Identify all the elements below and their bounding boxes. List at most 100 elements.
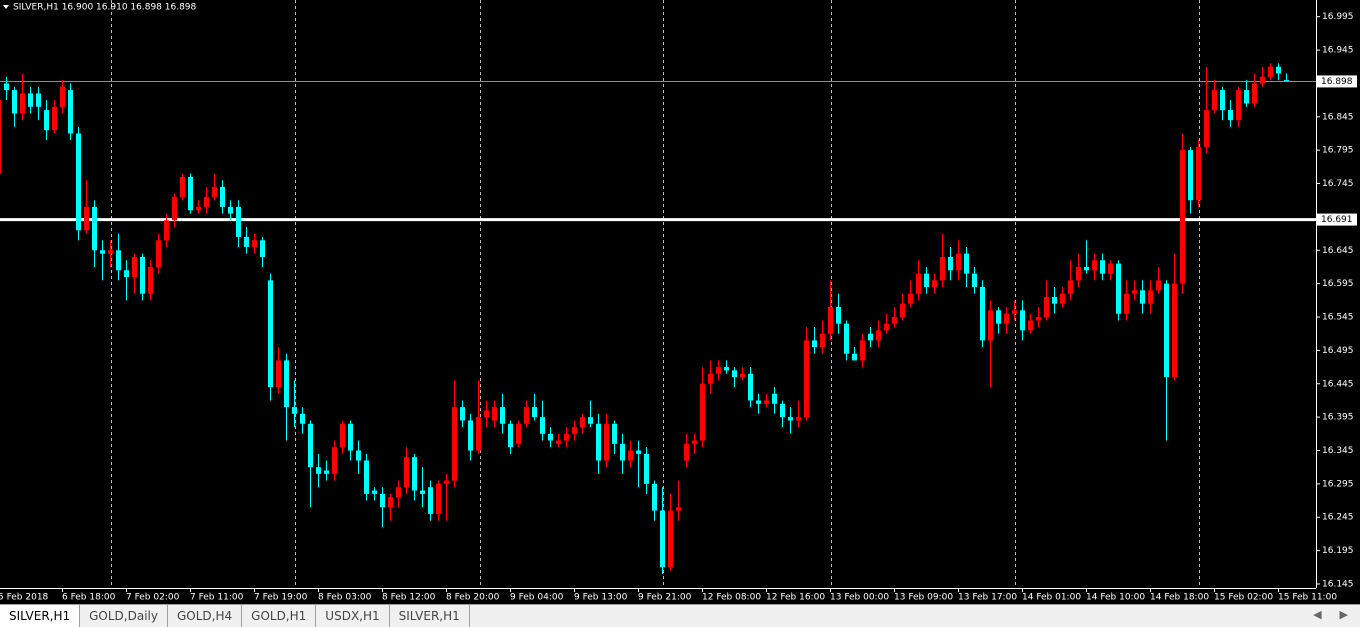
period-separators <box>111 0 1200 588</box>
plot <box>0 63 1316 574</box>
x-tick-label: 13 Feb 09:00 <box>894 593 953 603</box>
candle-body <box>60 86 65 107</box>
candle-body <box>1076 266 1081 281</box>
chart-background <box>0 0 1360 604</box>
candle-body <box>244 236 249 247</box>
candle-body <box>236 206 241 237</box>
chart-tab[interactable]: GOLD,H1 <box>242 605 317 627</box>
candle-body <box>932 280 937 287</box>
candle-body <box>844 323 849 354</box>
candle-body <box>724 367 729 371</box>
candle-body <box>1036 317 1041 321</box>
candle-body <box>828 307 833 334</box>
candle-body <box>0 100 1 174</box>
candle-body <box>756 400 761 404</box>
candle-body <box>20 93 25 114</box>
menu-triangle[interactable] <box>3 5 9 9</box>
candle-body <box>364 460 369 494</box>
candle-body <box>1116 263 1121 314</box>
candle-body <box>140 256 145 294</box>
candle-body <box>1108 263 1113 274</box>
candle-body <box>676 507 681 511</box>
x-tick-label: 14 Feb 10:00 <box>1086 593 1145 603</box>
candle-body <box>964 253 969 274</box>
candle-body <box>812 340 817 348</box>
candle-body <box>124 270 129 277</box>
candle-body <box>892 317 897 324</box>
x-tick-label: 6 Feb 18:00 <box>62 593 116 603</box>
axes: 16.995 16.945 16.845 16.795 16.745 16.645 16.5… <box>0 12 1357 603</box>
candle-body <box>700 383 705 441</box>
candle-body <box>1100 260 1105 274</box>
candle-body <box>772 393 777 404</box>
candle-body <box>876 330 881 341</box>
candle-body <box>1148 290 1153 304</box>
x-tick-label: 12 Feb 08:00 <box>702 593 761 603</box>
candle-body <box>1124 293 1129 314</box>
candle-body <box>940 256 945 281</box>
y-tick-label: 16.245 <box>1322 513 1354 523</box>
candle-body <box>116 250 121 271</box>
candle-body <box>1204 110 1209 147</box>
x-tick-label: 8 Feb 03:00 <box>318 593 372 603</box>
y-tick-label: 16.395 <box>1322 413 1354 423</box>
candle-body <box>156 240 161 267</box>
candle-body <box>924 273 929 287</box>
scroll-right[interactable]: ▶ <box>1339 608 1348 621</box>
x-tick-label: 13 Feb 00:00 <box>830 593 889 603</box>
level-box <box>1317 213 1357 226</box>
candle-body <box>668 510 673 568</box>
candle-body <box>164 220 169 241</box>
candle-body <box>916 273 921 294</box>
chart-tab[interactable]: GOLD,Daily <box>80 605 168 627</box>
y-tick-label: 16.195 <box>1322 546 1354 556</box>
chart-tab[interactable]: SILVER,H1 <box>0 605 81 627</box>
x-tick-label: 9 Feb 04:00 <box>510 593 564 603</box>
candle-body <box>524 407 529 424</box>
candle-body <box>1060 293 1065 304</box>
candle-body <box>620 443 625 461</box>
candle-body <box>1092 260 1097 271</box>
candle-body <box>1212 90 1217 111</box>
candle-body <box>36 93 41 107</box>
candle-body <box>1252 83 1257 104</box>
candle-body <box>692 440 697 444</box>
x-tick-label: 9 Feb 13:00 <box>574 593 628 603</box>
candle-body <box>332 447 337 474</box>
y-tick-label: 16.495 <box>1322 346 1354 356</box>
candle-body <box>460 407 465 421</box>
candle-body <box>212 186 217 197</box>
candle-body <box>452 407 457 481</box>
candle-body <box>612 423 617 444</box>
candle-body <box>708 373 713 384</box>
candle-body <box>108 250 113 254</box>
candle-body <box>644 453 649 484</box>
scroll-left[interactable]: ◀ <box>1313 608 1322 621</box>
x-tick-label: 15 Feb 11:00 <box>1278 593 1337 603</box>
chart-tab[interactable]: USDX,H1 <box>316 605 390 627</box>
candle-body <box>588 417 593 424</box>
y-tick-label: 16.145 <box>1322 579 1354 589</box>
candle-body <box>548 433 553 441</box>
candle-body <box>372 490 377 494</box>
chart-tab[interactable]: GOLD,H4 <box>168 605 243 627</box>
candle-body <box>884 323 889 331</box>
candle-body <box>100 250 105 254</box>
candle-body <box>1012 310 1017 314</box>
candle-body <box>1028 320 1033 331</box>
candle-body <box>84 206 89 231</box>
candle-body <box>180 176 185 197</box>
candle-body <box>836 307 841 324</box>
x-tick-label: 15 Feb 02:00 <box>1214 593 1273 603</box>
candle-body <box>980 286 985 341</box>
candle-body <box>340 423 345 448</box>
candle-body <box>1188 150 1193 201</box>
candle-body <box>428 487 433 514</box>
candle-body <box>28 93 33 107</box>
candle-body <box>468 420 473 451</box>
candle-body <box>220 186 225 207</box>
candle-body <box>564 433 569 441</box>
chart-tab[interactable]: SILVER,H1 <box>390 605 470 627</box>
y-tick-label: 16.845 <box>1322 112 1354 122</box>
